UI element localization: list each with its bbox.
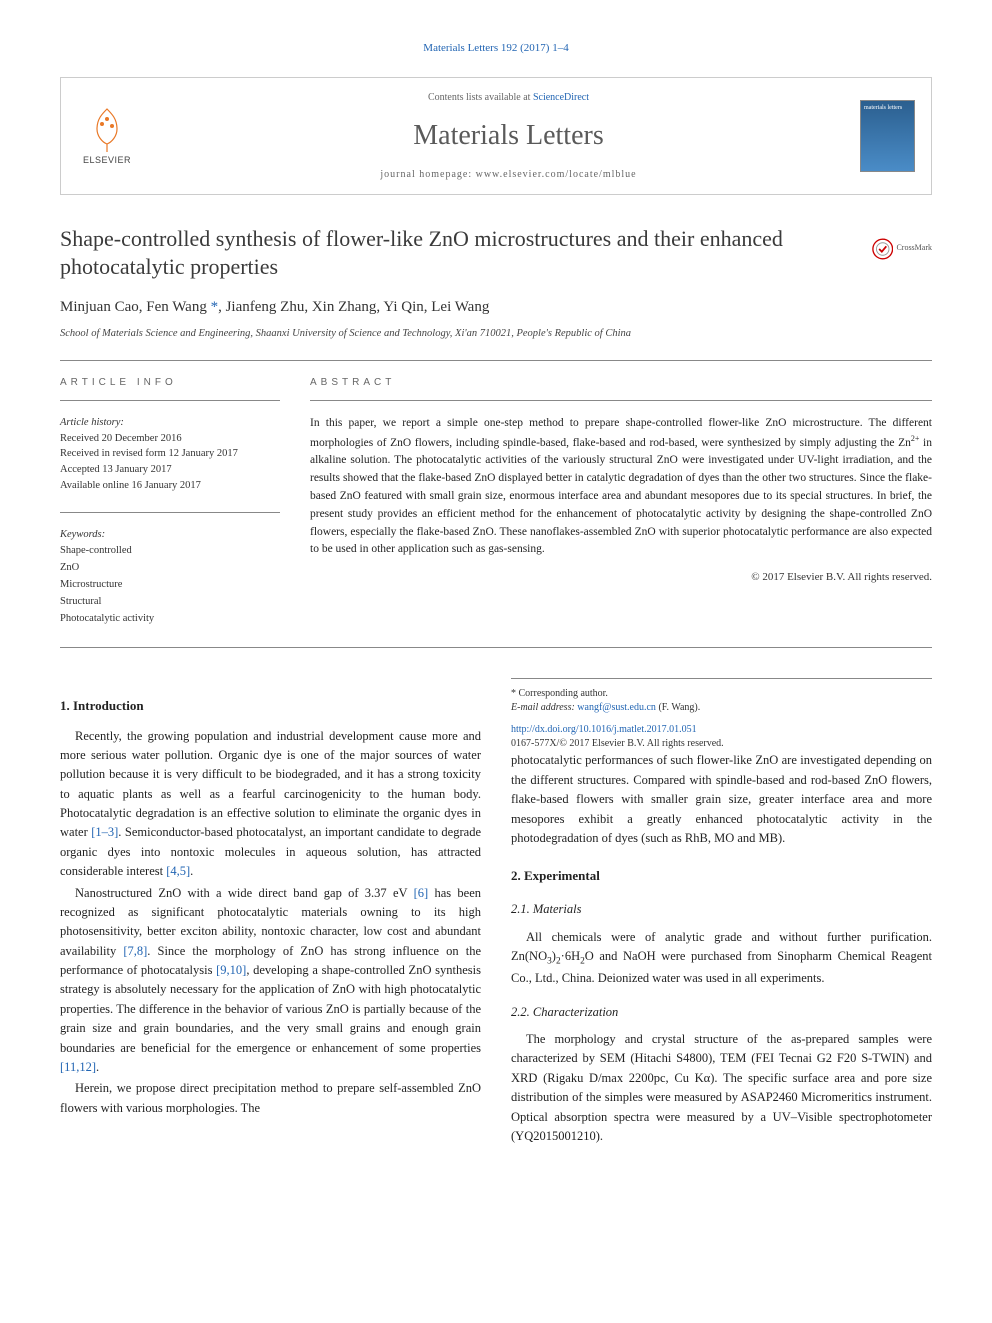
crossmark-icon — [872, 237, 893, 261]
contents-line: Contents lists available at ScienceDirec… — [157, 90, 860, 105]
publisher-name: ELSEVIER — [83, 154, 131, 168]
keyword-3: Structural — [60, 596, 101, 607]
elsevier-tree-icon — [82, 104, 132, 154]
abstract-text: In this paper, we report a simple one-st… — [310, 415, 932, 559]
keyword-2: Microstructure — [60, 579, 122, 590]
history-received: Received 20 December 2016 — [60, 433, 182, 444]
intro-p3: Herein, we propose direct precipitation … — [60, 1079, 481, 1118]
journal-cover-thumbnail: materials letters — [860, 100, 915, 172]
homepage-line: journal homepage: www.elsevier.com/locat… — [157, 167, 860, 182]
keyword-1: ZnO — [60, 562, 79, 573]
intro-heading: 1. Introduction — [60, 696, 481, 716]
history-label: Article history: — [60, 417, 124, 428]
issn-copyright: 0167-577X/© 2017 Elsevier B.V. All right… — [511, 737, 932, 751]
keywords-label: Keywords: — [60, 529, 105, 540]
intro-p4: photocatalytic performances of such flow… — [511, 751, 932, 848]
elsevier-logo: ELSEVIER — [77, 101, 137, 171]
rule-bottom — [60, 647, 932, 648]
characterization-heading: 2.2. Characterization — [511, 1003, 932, 1022]
materials-heading: 2.1. Materials — [511, 900, 932, 919]
abstract-label: ABSTRACT — [310, 375, 932, 390]
intro-p2: Nanostructured ZnO with a wide direct ba… — [60, 884, 481, 1078]
affiliation: School of Materials Science and Engineer… — [60, 326, 932, 342]
abstract-copyright: © 2017 Elsevier B.V. All rights reserved… — [310, 569, 932, 586]
keyword-4: Photocatalytic activity — [60, 613, 154, 624]
article-info-label: ARTICLE INFO — [60, 375, 280, 390]
contents-prefix: Contents lists available at — [428, 92, 533, 103]
body-text: 1. Introduction Recently, the growing po… — [60, 678, 932, 1146]
rule-abstract — [310, 400, 932, 401]
author-list: Minjuan Cao, Fen Wang *, Jianfeng Zhu, X… — [60, 296, 932, 319]
homepage-url: www.elsevier.com/locate/mlblue — [476, 169, 637, 180]
title-text: Shape-controlled synthesis of flower-lik… — [60, 226, 783, 280]
homepage-prefix: journal homepage: — [380, 169, 475, 180]
corresponding-author-footer: * Corresponding author. E-mail address: … — [511, 678, 932, 751]
header-center: Contents lists available at ScienceDirec… — [157, 90, 860, 182]
crossmark-label: CrossMark — [896, 243, 932, 253]
history-accepted: Accepted 13 January 2017 — [60, 464, 172, 475]
history-online: Available online 16 January 2017 — [60, 480, 201, 491]
sciencedirect-link[interactable]: ScienceDirect — [533, 92, 589, 103]
rule-top — [60, 360, 932, 361]
corresponding-label: * Corresponding author. — [511, 687, 932, 701]
keyword-0: Shape-controlled — [60, 545, 132, 556]
article-info-row: ARTICLE INFO Article history: Received 2… — [60, 375, 932, 628]
article-title: Shape-controlled synthesis of flower-lik… — [60, 225, 932, 282]
rule-keywords — [60, 512, 280, 513]
email-label: E-mail address: — [511, 702, 577, 713]
crossmark-badge[interactable]: CrossMark — [872, 229, 932, 269]
article-history: Article history: Received 20 December 20… — [60, 415, 280, 494]
materials-p: All chemicals were of analytic grade and… — [511, 928, 932, 989]
doi-link[interactable]: http://dx.doi.org/10.1016/j.matlet.2017.… — [511, 724, 697, 735]
corresponding-email[interactable]: wangf@sust.edu.cn — [577, 702, 656, 713]
email-suffix: (F. Wang). — [656, 702, 700, 713]
journal-header: ELSEVIER Contents lists available at Sci… — [60, 77, 932, 195]
experimental-heading: 2. Experimental — [511, 866, 932, 886]
abstract-column: ABSTRACT In this paper, we report a simp… — [310, 375, 932, 628]
history-revised: Received in revised form 12 January 2017 — [60, 448, 238, 459]
citation-line: Materials Letters 192 (2017) 1–4 — [60, 40, 932, 57]
journal-name: Materials Letters — [157, 115, 860, 157]
article-info-column: ARTICLE INFO Article history: Received 2… — [60, 375, 280, 628]
characterization-p: The morphology and crystal structure of … — [511, 1030, 932, 1146]
rule-info — [60, 400, 280, 401]
keywords-block: Keywords: Shape-controlled ZnO Microstru… — [60, 527, 280, 628]
intro-p1: Recently, the growing population and ind… — [60, 727, 481, 882]
